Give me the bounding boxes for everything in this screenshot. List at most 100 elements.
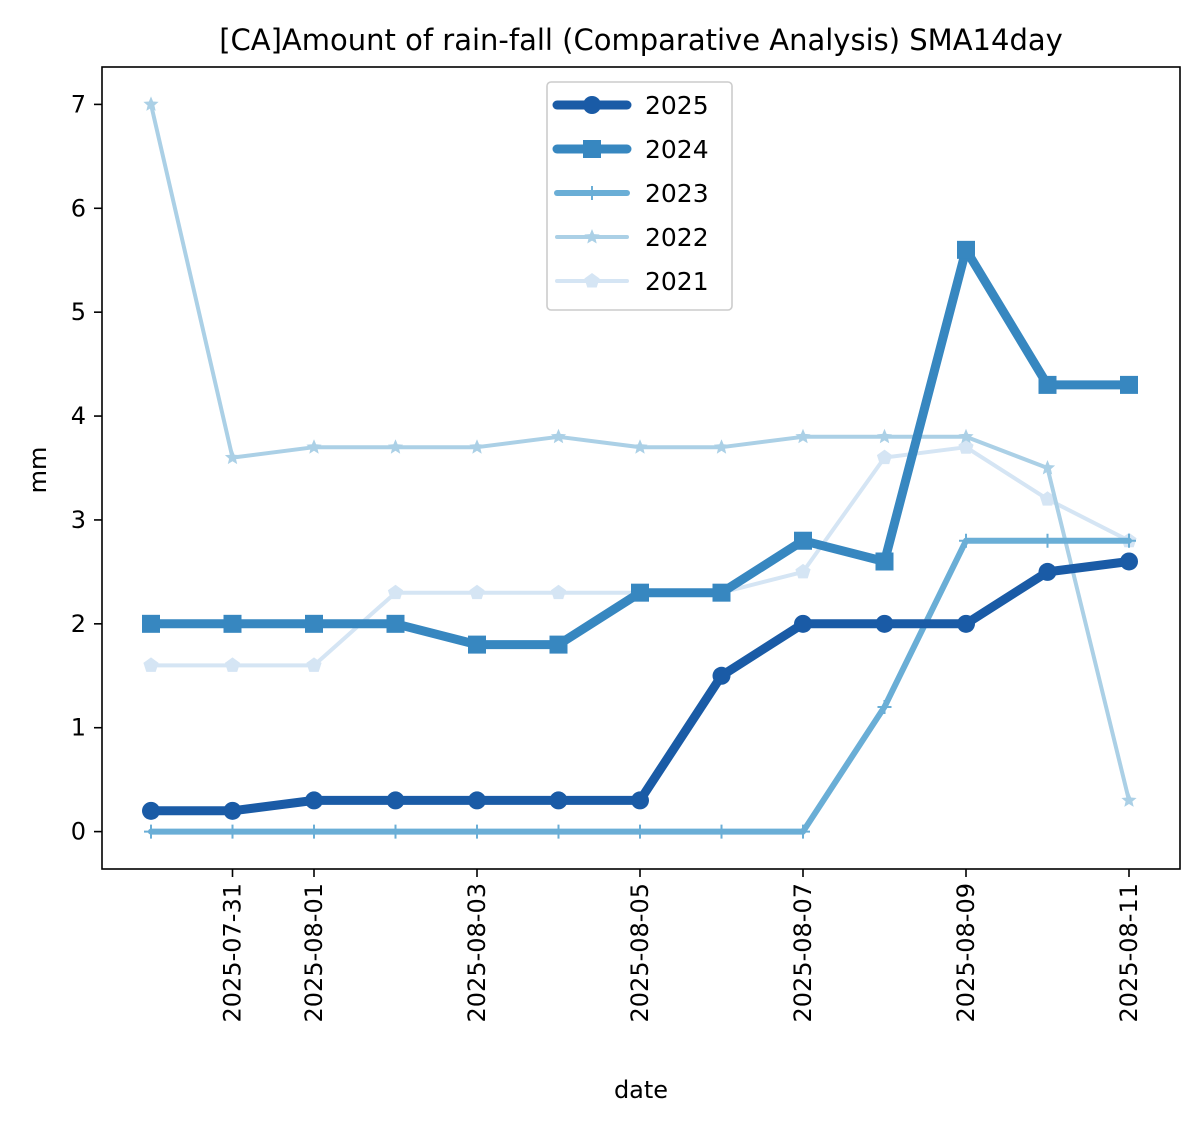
- legend-item-2024: 2024: [552, 135, 709, 164]
- series-2022: [143, 96, 1137, 807]
- legend-marker: [583, 96, 601, 114]
- data-point-2023-2025-08-03: [470, 824, 484, 839]
- data-point-2022-2025-08-09: [958, 428, 974, 444]
- data-point-2024-2025-08-09: [957, 240, 975, 259]
- data-point-2023-2025-08-10: [1040, 533, 1055, 548]
- data-point-2021-2025-08-10: [1039, 491, 1056, 506]
- data-point-2022-2025-08-08: [876, 428, 893, 444]
- data-point-2022-2025-07-31: [224, 449, 241, 465]
- data-point-2025-2025-08-01: [305, 791, 323, 810]
- series-2023: [144, 533, 1136, 839]
- data-point-2025-2025-08-11: [1120, 552, 1138, 571]
- chart-title: [CA]Amount of rain-fall (Comparative Ana…: [219, 23, 1063, 57]
- legend-label: 2025: [645, 91, 709, 120]
- legend-label: 2023: [645, 179, 709, 208]
- x-axis-label: date: [614, 1076, 668, 1104]
- y-tick-label: 2: [71, 610, 86, 638]
- x-tick-label: 2025-08-09: [952, 883, 980, 1022]
- data-point-2024-2025-08-11: [1120, 375, 1138, 394]
- data-point-2023-2025-08-11: [1122, 533, 1136, 548]
- data-point-2025-2025-08-08: [875, 614, 894, 633]
- data-point-2021-2025-08-01: [306, 657, 322, 672]
- legend-item-2025: 2025: [552, 91, 709, 120]
- data-point-2022-2025-08-03: [469, 439, 485, 454]
- data-point-2021-2025-08-07: [795, 563, 811, 579]
- data-point-2021-2025-07-30: [143, 657, 159, 672]
- x-tick-label: 2025-08-07: [789, 883, 817, 1022]
- data-point-2023-2025-08-08: [877, 699, 892, 714]
- data-point-2024-2025-08-02: [386, 614, 405, 633]
- data-point-2023-2025-08-06: [714, 824, 729, 839]
- data-point-2024-2025-08-08: [875, 552, 894, 571]
- x-tick-label: 2025-07-31: [219, 883, 247, 1022]
- data-point-2021-2025-08-09: [958, 439, 974, 454]
- legend-marker: [584, 273, 600, 288]
- data-point-2022-2025-07-30: [143, 96, 159, 111]
- data-point-2023-2025-08-02: [388, 824, 403, 839]
- data-point-2021-2025-08-02: [387, 584, 404, 600]
- legend-label: 2024: [645, 135, 709, 164]
- data-point-2022-2025-08-01: [306, 439, 322, 454]
- y-tick-label: 7: [71, 90, 86, 118]
- data-point-2022-2025-08-06: [713, 439, 730, 454]
- data-point-2023-2025-08-09: [959, 533, 973, 548]
- y-axis-label: mm: [24, 447, 52, 494]
- legend-item-2022: 2022: [555, 223, 709, 252]
- data-point-2024-2025-08-10: [1038, 375, 1057, 394]
- data-point-2022-2025-08-07: [795, 428, 811, 444]
- legend-marker: [584, 229, 600, 244]
- data-point-2021-2025-08-08: [876, 449, 893, 465]
- data-point-2025-2025-08-09: [957, 614, 975, 633]
- data-point-2024-2025-08-07: [794, 531, 812, 550]
- legend-item-2021: 2021: [555, 267, 709, 296]
- data-point-2024-2025-08-06: [712, 583, 731, 602]
- data-point-2024-2025-08-01: [305, 614, 323, 633]
- y-tick-label: 5: [71, 298, 86, 326]
- data-point-2025-2025-08-05: [631, 791, 649, 810]
- data-point-2025-2025-07-31: [223, 801, 242, 820]
- series-2024: [142, 240, 1138, 654]
- legend-label: 2022: [645, 223, 709, 252]
- data-point-2025-2025-08-07: [794, 614, 812, 633]
- data-point-2022-2025-08-02: [387, 439, 404, 454]
- data-point-2023-2025-08-01: [307, 824, 321, 839]
- data-point-2021-2025-08-04: [550, 584, 567, 600]
- data-point-2025-2025-08-03: [468, 791, 486, 810]
- x-tick-label: 2025-08-03: [463, 883, 491, 1022]
- data-point-2024-2025-07-30: [142, 614, 160, 633]
- y-tick-label: 6: [71, 194, 86, 222]
- legend-item-2023: 2023: [554, 179, 709, 208]
- data-point-2024-2025-08-04: [549, 635, 568, 654]
- data-point-2025-2025-08-04: [549, 791, 568, 810]
- data-point-2023-2025-08-05: [633, 824, 647, 839]
- data-point-2025-2025-08-10: [1038, 562, 1057, 581]
- x-tick-label: 2025-08-01: [300, 883, 328, 1022]
- data-point-2022-2025-08-04: [550, 428, 567, 444]
- data-point-2022-2025-08-05: [632, 439, 648, 454]
- y-tick-label: 3: [71, 506, 86, 534]
- data-point-2023-2025-07-30: [144, 824, 158, 839]
- data-point-2022-2025-08-11: [1121, 792, 1137, 807]
- y-tick-label: 4: [71, 402, 86, 430]
- y-tick-label: 1: [71, 714, 86, 742]
- data-point-2022-2025-08-10: [1039, 460, 1056, 475]
- plot-frame: [101, 66, 1181, 870]
- legend-box: [546, 81, 733, 311]
- data-point-2025-2025-07-30: [142, 801, 160, 820]
- legend-marker: [585, 186, 599, 200]
- data-point-2023-2025-08-04: [551, 824, 566, 839]
- legend-marker: [583, 140, 601, 158]
- legend: 2025 2024 2023 2022 2021: [546, 81, 733, 311]
- data-point-2024-2025-08-03: [468, 635, 486, 654]
- data-point-2024-2025-07-31: [223, 614, 242, 633]
- y-tick-label: 0: [71, 818, 86, 846]
- data-point-2023-2025-08-07: [796, 824, 810, 839]
- legend-label: 2021: [645, 267, 709, 296]
- data-point-2025-2025-08-06: [712, 666, 731, 685]
- data-point-2021-2025-07-31: [224, 657, 241, 672]
- data-point-2025-2025-08-02: [386, 791, 405, 810]
- series-2025: [142, 552, 1138, 820]
- data-point-2023-2025-07-31: [225, 824, 240, 839]
